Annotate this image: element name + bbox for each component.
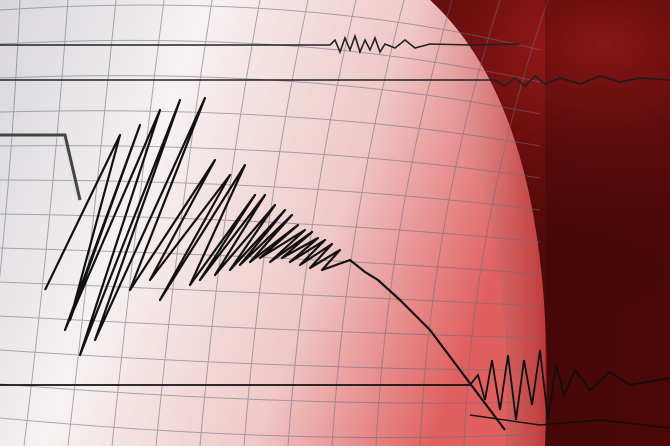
stylus-highlight xyxy=(0,137,78,201)
lower-trace xyxy=(0,349,670,421)
grid-line-horizontal xyxy=(0,179,541,211)
second-trace xyxy=(0,74,670,88)
grid-line-horizontal xyxy=(0,145,541,179)
grid-line-horizontal xyxy=(0,349,541,371)
grid-line-horizontal xyxy=(0,383,541,404)
grid-line-horizontal xyxy=(0,75,541,115)
grid-line-horizontal xyxy=(0,417,541,439)
grid-line-horizontal xyxy=(0,247,541,275)
grid-line-vertical xyxy=(0,0,21,280)
grid-line-horizontal xyxy=(0,4,541,51)
upper-trace xyxy=(0,33,521,55)
bottom-trace xyxy=(469,414,670,429)
right-shadow xyxy=(545,0,670,446)
seismic-trace xyxy=(44,96,506,431)
drum-edge-shading xyxy=(380,0,547,446)
stylus-arm xyxy=(0,133,82,201)
grid-line-horizontal xyxy=(0,110,541,147)
